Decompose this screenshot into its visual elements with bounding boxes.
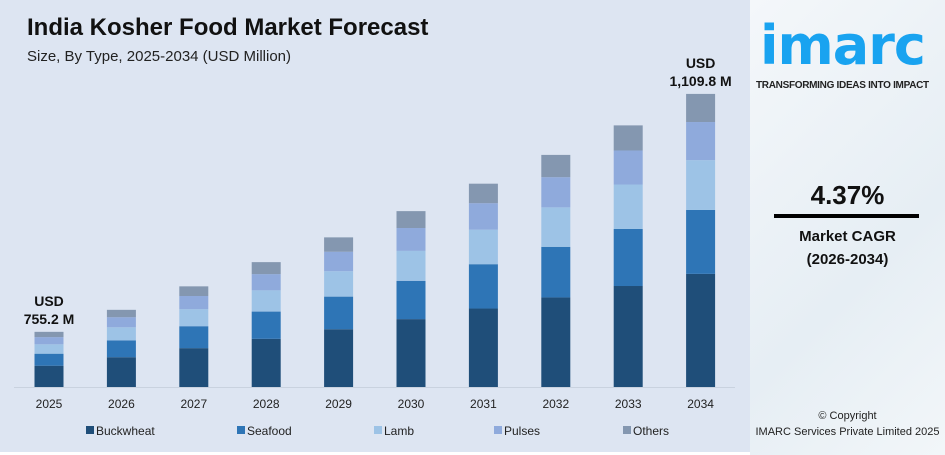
x-tick-label: 2031 [470, 397, 497, 411]
bar-segment-others-2028 [251, 262, 281, 275]
bar-segment-buckwheat-2031 [468, 308, 498, 387]
bar-segment-buckwheat-2029 [324, 329, 354, 387]
bar-segment-pulses-2028 [251, 274, 281, 291]
x-tick-label: 2026 [108, 397, 135, 411]
bar-segment-pulses-2030 [396, 228, 426, 251]
bar-segment-pulses-2027 [179, 296, 209, 310]
info-panel: imarc TRANSFORMING IDEAS INTO IMPACT 4.3… [750, 0, 945, 455]
legend-swatch [86, 426, 94, 434]
bar-segment-pulses-2026 [106, 317, 136, 328]
bar-segment-seafood-2028 [251, 311, 281, 339]
bar-segment-lamb-2025 [34, 344, 64, 354]
bar-segment-others-2026 [106, 309, 136, 318]
bar-segment-buckwheat-2025 [34, 365, 64, 387]
bar-segment-pulses-2033 [613, 150, 643, 185]
x-tick-label: 2030 [398, 397, 425, 411]
bar-segment-seafood-2033 [613, 228, 643, 287]
bar-segment-others-2029 [324, 237, 354, 252]
x-tick-label: 2025 [36, 397, 63, 411]
bar-segment-lamb-2033 [613, 184, 643, 229]
x-tick-label: 2027 [180, 397, 207, 411]
bar-segment-lamb-2027 [179, 309, 209, 327]
divider [774, 214, 919, 218]
bar-segment-lamb-2034 [686, 160, 716, 210]
bar-segment-buckwheat-2032 [541, 297, 571, 387]
legend-swatch [494, 426, 502, 434]
bar-segment-seafood-2031 [468, 264, 498, 309]
bar-segment-lamb-2029 [324, 271, 354, 297]
bar-segment-seafood-2027 [179, 326, 209, 349]
tagline: TRANSFORMING IDEAS INTO IMPACT [756, 80, 929, 91]
bar-segment-others-2032 [541, 154, 571, 178]
bar-segment-pulses-2029 [324, 251, 354, 272]
legend-label: Others [633, 424, 669, 438]
bar-segment-lamb-2032 [541, 207, 571, 247]
legend-swatch [237, 426, 245, 434]
bar-segment-lamb-2026 [106, 327, 136, 341]
legend-swatch [374, 426, 382, 434]
bar-segment-pulses-2031 [468, 203, 498, 230]
x-tick-label: 2034 [687, 397, 714, 411]
bar-segment-seafood-2025 [34, 353, 64, 366]
bar-segment-buckwheat-2030 [396, 319, 426, 387]
bar-segment-pulses-2025 [34, 337, 64, 345]
bar-segment-pulses-2032 [541, 177, 571, 208]
legend-label: Lamb [384, 424, 414, 438]
legend-swatch [623, 426, 631, 434]
bar-segment-lamb-2031 [468, 229, 498, 265]
copyright-line2: IMARC Services Private Limited 2025 [755, 426, 940, 438]
chart-subtitle: Size, By Type, 2025-2034 (USD Million) [27, 48, 292, 65]
legend-label: Seafood [247, 424, 292, 438]
x-tick-label: 2029 [325, 397, 352, 411]
bar-segment-buckwheat-2033 [613, 286, 643, 387]
bar-segment-seafood-2030 [396, 280, 426, 320]
total-label: USD [34, 293, 64, 309]
x-tick-label: 2028 [253, 397, 280, 411]
legend-label: Pulses [504, 424, 540, 438]
bar-segment-lamb-2030 [396, 250, 426, 281]
bar-segment-seafood-2029 [324, 296, 354, 330]
bar-segment-seafood-2026 [106, 340, 136, 358]
chart-title: India Kosher Food Market Forecast [27, 14, 429, 41]
bar-segment-lamb-2028 [251, 290, 281, 312]
bar-segment-pulses-2034 [686, 122, 716, 161]
bar-segment-others-2031 [468, 183, 498, 204]
bar-segment-others-2030 [396, 211, 426, 229]
bar-segment-buckwheat-2028 [251, 338, 281, 387]
bar-segment-seafood-2032 [541, 246, 571, 298]
bar-segment-others-2027 [179, 286, 209, 297]
total-label: USD [686, 55, 716, 71]
cagr-period: (2026-2034) [806, 251, 889, 268]
stacked-bar-chart: 2025 USD 755.2 M 2026 2027 2028 2029 2030 2031 20… [14, 55, 735, 438]
total-label: 755.2 M [24, 311, 75, 327]
legend-label: Buckwheat [96, 424, 155, 438]
x-tick-label: 2032 [542, 397, 569, 411]
bar-segment-buckwheat-2027 [179, 348, 209, 387]
bar-segment-others-2033 [613, 125, 643, 151]
imarc-logo: imarc [760, 14, 926, 77]
bar-segment-buckwheat-2026 [106, 357, 136, 387]
total-label: 1,109.8 M [669, 73, 731, 89]
x-tick-label: 2033 [615, 397, 642, 411]
cagr-value: 4.37% [810, 180, 885, 210]
chart-panel: India Kosher Food Market Forecast Size, … [0, 0, 750, 452]
bar-segment-seafood-2034 [686, 209, 716, 274]
bar-segment-others-2025 [34, 331, 64, 338]
copyright-line1: © Copyright [818, 410, 877, 422]
bar-segment-buckwheat-2034 [686, 273, 716, 387]
bar-segment-others-2034 [686, 93, 716, 123]
cagr-label: Market CAGR [799, 228, 896, 245]
